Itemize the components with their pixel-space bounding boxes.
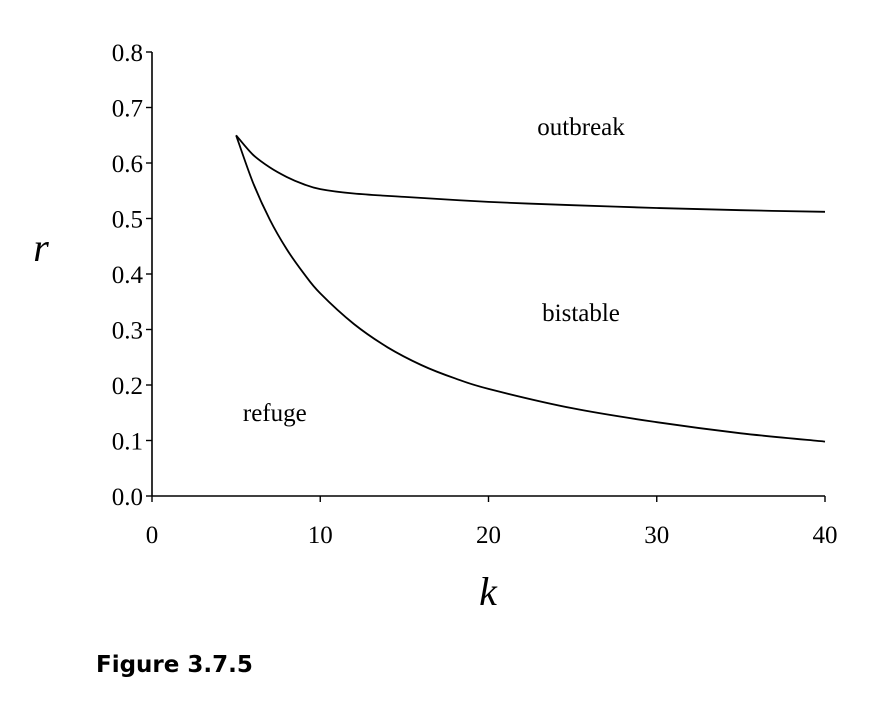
y-tick-label: 0.1 bbox=[112, 429, 143, 456]
y-axis-title: r bbox=[33, 225, 49, 270]
figure-caption: Figure 3.7.5 bbox=[96, 652, 253, 678]
x-tick-label: 10 bbox=[308, 522, 333, 549]
upper-boundary-curve bbox=[235, 134, 826, 213]
x-tick-label: 40 bbox=[813, 522, 838, 549]
x-tick-label: 30 bbox=[644, 522, 669, 549]
y-tick-label: 0.2 bbox=[112, 373, 143, 400]
y-tick-label: 0.4 bbox=[112, 262, 144, 289]
x-tick-label: 0 bbox=[146, 522, 159, 549]
axes bbox=[151, 52, 825, 497]
x-tick-label: 20 bbox=[476, 522, 501, 549]
x-axis-title: k bbox=[479, 569, 498, 614]
y-tick-label: 0.7 bbox=[112, 96, 143, 123]
region-labels: outbreak bistable refuge bbox=[243, 114, 625, 427]
y-tick-label: 0.5 bbox=[112, 207, 143, 234]
y-tick-label: 0.6 bbox=[112, 151, 143, 178]
y-tick-label: 0.8 bbox=[112, 40, 143, 67]
curves bbox=[235, 134, 826, 443]
region-label-outbreak: outbreak bbox=[537, 114, 625, 141]
ticks: 0 10 20 30 40 0.0 0.1 0.2 0.3 0.4 0.5 0.6 0.7 0.8 bbox=[112, 40, 838, 549]
lower-boundary-curve bbox=[235, 134, 826, 443]
region-label-bistable: bistable bbox=[542, 300, 620, 327]
region-label-refuge: refuge bbox=[243, 400, 307, 427]
y-tick-label: 0.3 bbox=[112, 318, 143, 345]
plot: 0 10 20 30 40 0.0 0.1 0.2 0.3 0.4 0.5 0.6 0.7 0.8 out… bbox=[33, 40, 838, 614]
y-tick-label: 0.0 bbox=[112, 484, 143, 511]
